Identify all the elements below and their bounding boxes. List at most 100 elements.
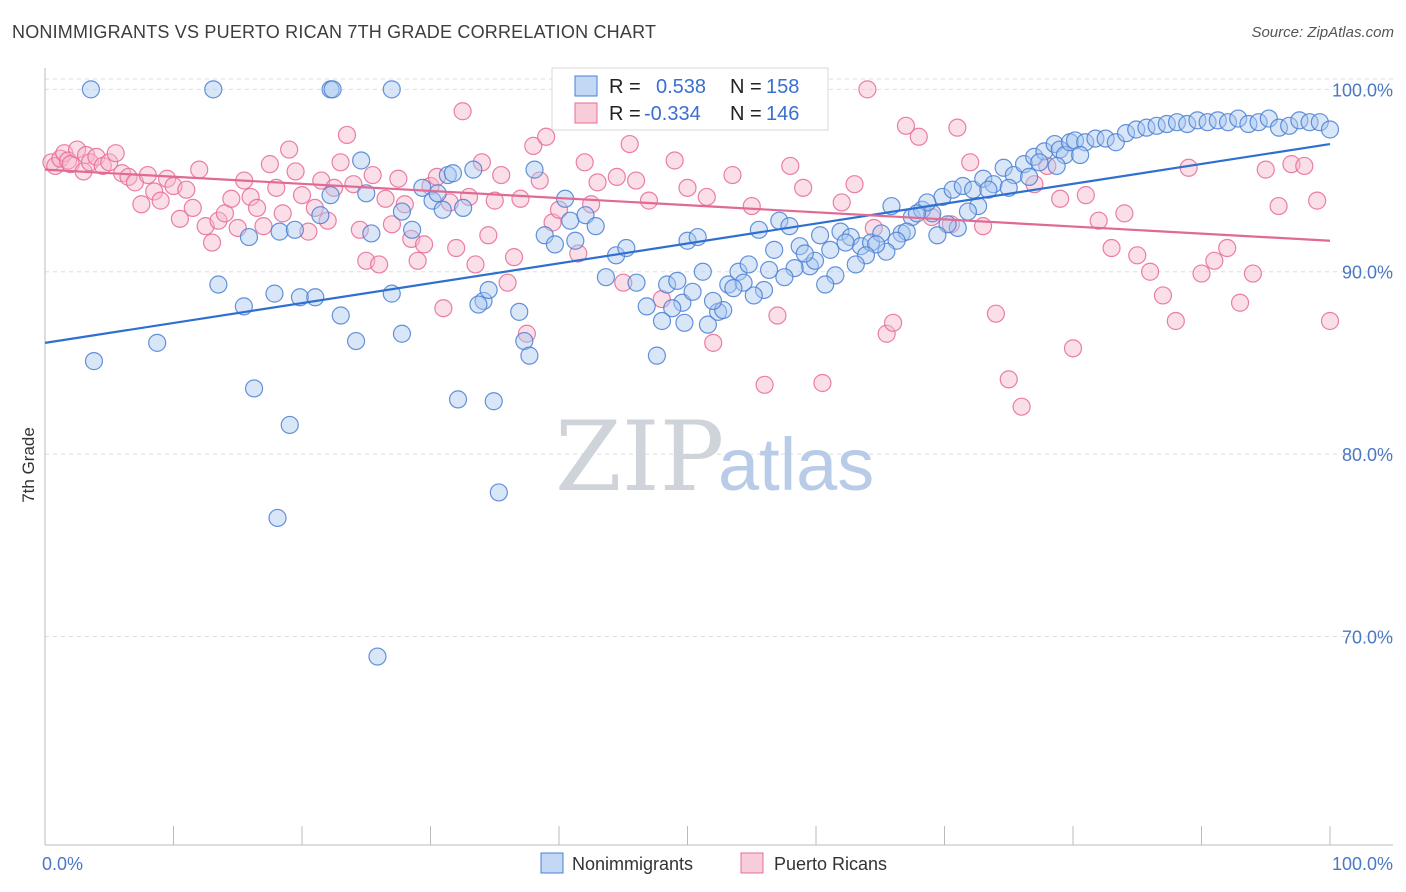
y-tick-label-3: 100.0% <box>1332 80 1393 100</box>
x-tick-label-0: 0.0% <box>42 854 83 874</box>
puerto-ricans-point <box>202 233 222 252</box>
puerto-ricans-point <box>1192 264 1211 283</box>
puerto-ricans-point <box>678 178 697 197</box>
nonimmigrants-point <box>489 483 508 502</box>
puerto-ricans-point <box>607 167 626 186</box>
nonimmigrants-point <box>357 184 376 203</box>
puerto-ricans-point <box>1102 238 1121 258</box>
nonimmigrants-point <box>1229 109 1248 128</box>
puerto-ricans-point <box>344 175 363 194</box>
nonimmigrants-point <box>816 275 835 294</box>
puerto-ricans-point <box>530 171 549 190</box>
bottom-legend-nonimmigrants: Nonimmigrants <box>572 854 693 874</box>
nonimmigrants-point <box>754 280 774 300</box>
puerto-ricans-point <box>1153 286 1173 305</box>
puerto-ricans-point <box>1218 238 1237 258</box>
nonimmigrants-point <box>244 379 264 398</box>
puerto-ricans-point <box>883 313 903 332</box>
nonimmigrants-point <box>739 255 758 274</box>
puerto-ricans-point <box>620 134 639 154</box>
puerto-ricans-point <box>1230 293 1250 312</box>
puerto-ricans-point <box>260 155 279 174</box>
nonimmigrants-point <box>984 175 1003 194</box>
puerto-ricans-point <box>157 169 177 188</box>
nonimmigrants-point <box>84 352 104 371</box>
nonimmigrants-point <box>204 80 223 99</box>
puerto-ricans-point <box>1308 191 1327 210</box>
nonimmigrants-point <box>647 346 667 365</box>
puerto-ricans-point <box>832 193 851 212</box>
nonimmigrants-point <box>775 268 794 287</box>
nonimmigrants-point <box>928 226 947 245</box>
nonimmigrants-point <box>148 333 167 352</box>
puerto-ricans-point <box>517 324 536 343</box>
puerto-ricans-point <box>1269 196 1288 216</box>
nonimmigrants-point <box>403 220 422 239</box>
puerto-ricans-point <box>948 118 967 137</box>
watermark: ZIP atlas <box>555 401 874 513</box>
nonimmigrants-point <box>1020 167 1039 186</box>
puerto-ricans-point <box>170 209 190 228</box>
puerto-ricans-point <box>299 222 318 241</box>
nonimmigrants-point <box>846 255 865 274</box>
nonimmigrants-point <box>285 220 304 239</box>
nonimmigrants-point <box>658 275 677 294</box>
nonimmigrants-point <box>759 260 779 280</box>
puerto-ricans-point <box>247 198 267 218</box>
nonimmigrants-point <box>805 251 825 270</box>
nonimmigrants-point <box>1047 156 1066 176</box>
bottom-legend-puerto-ricans: Puerto Ricans <box>774 854 887 874</box>
nonimmigrants-point <box>368 647 387 666</box>
nonimmigrants-point <box>1300 113 1319 132</box>
puerto-ricans-point <box>132 195 151 214</box>
puerto-ricans-point <box>723 165 742 185</box>
nonimmigrants-point <box>464 160 483 179</box>
nonimmigrants-point <box>1178 114 1197 134</box>
nonimmigrants-point <box>668 271 687 290</box>
legend-n-value-1: 158 <box>766 76 799 98</box>
puerto-ricans-point <box>434 299 453 318</box>
puerto-ricans-point <box>177 180 196 199</box>
nonimmigrants-point <box>877 242 896 261</box>
y-tick-labels: 70.0% 80.0% 90.0% 100.0% <box>1332 80 1393 647</box>
puerto-ricans-point <box>382 215 402 234</box>
nonimmigrants-point <box>331 306 350 325</box>
nonimmigrants-point <box>1025 147 1044 166</box>
nonimmigrants-point <box>953 176 972 196</box>
nonimmigrants-point <box>1030 153 1049 172</box>
nonimmigrants-point <box>627 273 646 292</box>
nonimmigrants-point <box>714 300 733 320</box>
puerto-ricans-point <box>549 200 569 219</box>
bottom-legend-swatch-puerto-ricans <box>740 852 764 874</box>
trend-line-puerto-ricans <box>44 168 1331 242</box>
nonimmigrants-point <box>749 220 768 239</box>
puerto-ricans-point <box>389 169 408 188</box>
puerto-ricans-point <box>626 171 646 190</box>
nonimmigrants-point <box>525 160 544 179</box>
nonimmigrants-point <box>836 233 855 252</box>
legend-n-label-2: N = <box>730 103 762 125</box>
puerto-ricans-point <box>414 235 434 254</box>
nonimmigrants-point <box>765 240 784 259</box>
puerto-ricans-point <box>1012 397 1031 416</box>
puerto-ricans-point <box>896 116 916 135</box>
nonimmigrants-point <box>943 180 962 199</box>
nonimmigrants-point <box>744 286 763 305</box>
puerto-ricans-point <box>537 127 556 146</box>
puerto-ricans-point <box>68 140 87 159</box>
puerto-ricans-point <box>986 304 1006 323</box>
puerto-ricans-point <box>755 375 774 394</box>
y-tick-label-1: 80.0% <box>1342 445 1393 465</box>
bottom-legend: Nonimmigrants Puerto Ricans <box>540 852 887 874</box>
nonimmigrants-point <box>346 331 366 351</box>
nonimmigrants-point <box>209 275 228 294</box>
puerto-ricans-point <box>485 191 504 210</box>
legend-r-value-2: -0.334 <box>644 103 701 125</box>
nonimmigrants-point <box>663 299 682 318</box>
puerto-ricans-point <box>1051 189 1070 208</box>
nonimmigrants-point <box>785 258 804 278</box>
puerto-ricans-point <box>639 191 659 210</box>
nonimmigrants-point <box>443 164 463 183</box>
puerto-ricans-point <box>1063 339 1083 358</box>
